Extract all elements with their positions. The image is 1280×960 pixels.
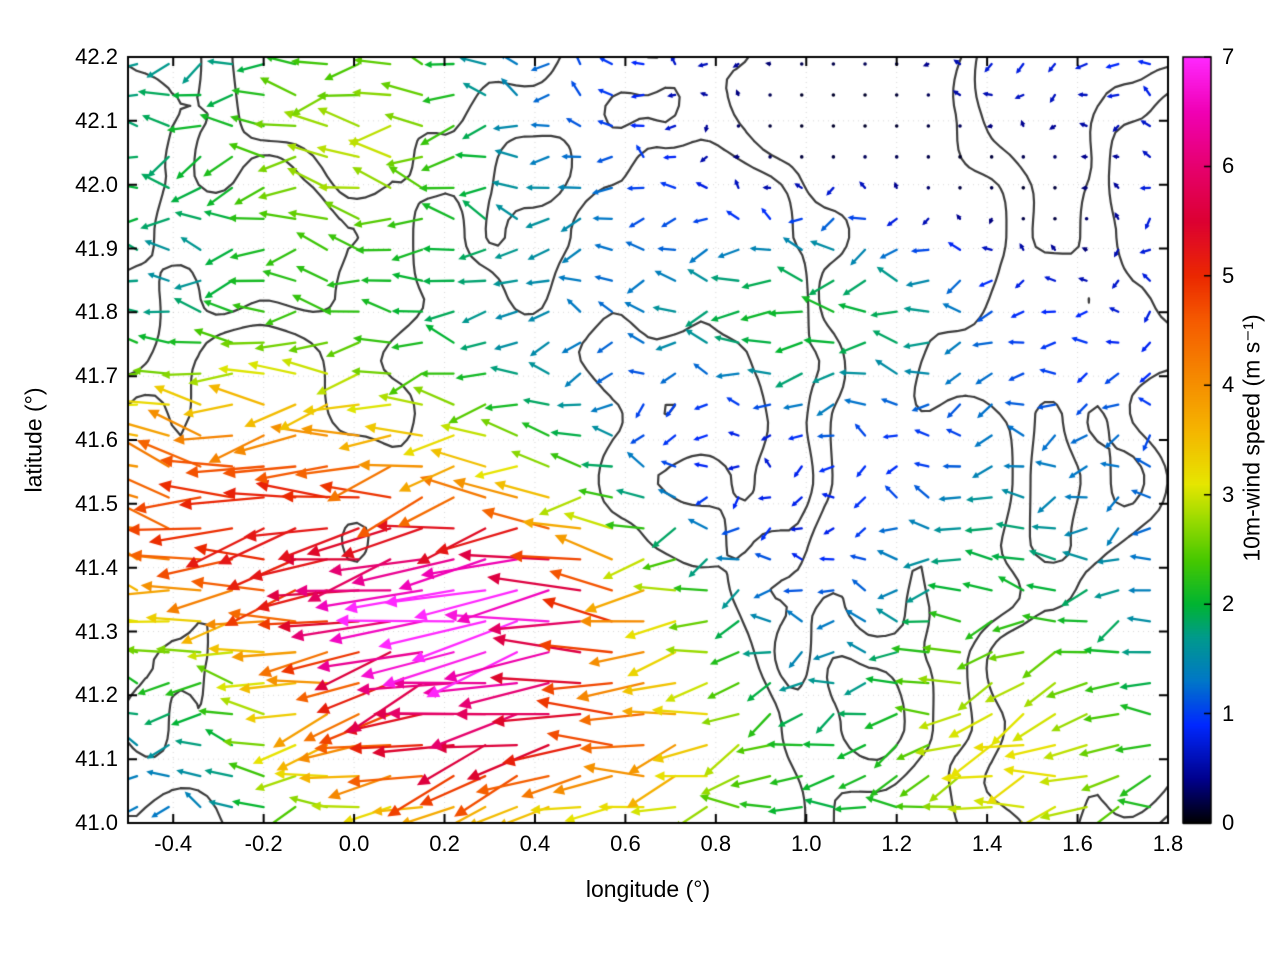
y-axis-title: latitude (°) <box>20 387 47 493</box>
x-tick-label: 1.8 <box>1152 831 1184 856</box>
x-tick-label: -0.2 <box>244 831 283 856</box>
y-tick-label: 42.1 <box>75 107 118 133</box>
x-tick-label: 0.4 <box>519 831 551 856</box>
y-tick-label: 41.0 <box>75 810 118 835</box>
x-tick-label: 0.6 <box>610 831 641 856</box>
y-tick-label: 41.1 <box>75 746 118 772</box>
x-tick-label: 1.4 <box>971 831 1003 856</box>
y-tick-label: 41.4 <box>75 554 118 580</box>
y-tick-label: 41.8 <box>75 299 118 325</box>
y-tick-label: 41.7 <box>75 363 118 389</box>
y-tick-label: 41.5 <box>75 490 118 516</box>
y-tick-label: 41.3 <box>75 618 118 644</box>
y-tick-label: 42.2 <box>75 44 118 69</box>
x-tick-label: 0.0 <box>338 831 370 856</box>
colorbar-tick-label: 5 <box>1222 262 1235 288</box>
y-tick-label: 41.9 <box>75 235 118 261</box>
colorbar-tick-label: 2 <box>1222 591 1235 617</box>
colorbar-tick-label: 1 <box>1222 700 1235 726</box>
colorbar-tick-label: 6 <box>1222 153 1235 179</box>
y-tick-label: 41.2 <box>75 682 118 708</box>
x-tick-label: 0.8 <box>700 831 732 856</box>
x-tick-label: 1.0 <box>790 831 822 856</box>
colorbar-tick-label: 3 <box>1222 481 1235 507</box>
colorbar-title: 10m-wind speed (m s⁻¹) <box>1238 314 1265 562</box>
colorbar-tick-label: 0 <box>1222 810 1235 835</box>
x-tick-label: 1.6 <box>1062 831 1093 856</box>
x-axis-title: longitude (°) <box>585 876 711 902</box>
y-tick-label: 42.0 <box>75 171 118 197</box>
y-tick-label: 41.6 <box>75 427 118 452</box>
x-tick-label: -0.4 <box>154 831 193 856</box>
x-tick-label: 1.2 <box>881 831 912 856</box>
x-tick-label: 0.2 <box>429 831 460 856</box>
colorbar-tick-label: 4 <box>1222 372 1235 398</box>
colorbar-tick-label: 7 <box>1222 44 1235 69</box>
